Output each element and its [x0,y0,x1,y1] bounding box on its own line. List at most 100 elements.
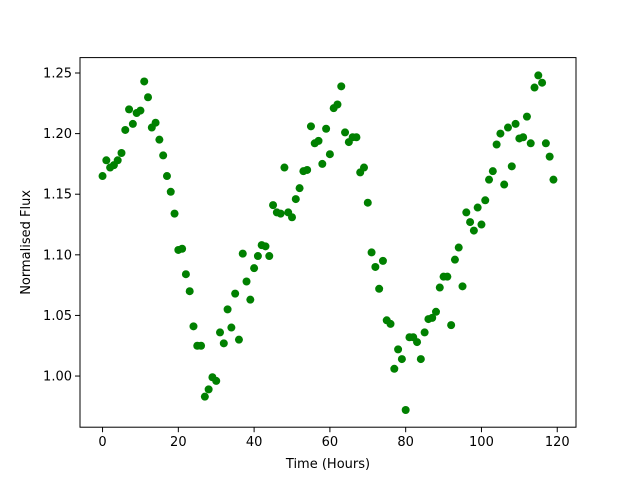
data-point [431,307,440,316]
data-point [253,252,262,261]
data-point [466,218,475,227]
data-point [204,385,213,394]
data-point [189,322,198,331]
data-point [102,156,111,165]
data-point [212,376,221,385]
data-point [140,77,149,86]
data-point [223,305,232,314]
data-point [265,252,274,261]
data-point [397,355,406,364]
data-point [246,295,255,304]
x-tick-label: 0 [98,435,106,450]
data-point [98,172,107,181]
data-point [306,122,315,131]
data-point [238,249,247,258]
data-point [166,187,175,196]
x-tick-label: 100 [469,435,494,450]
data-point [291,195,300,204]
data-point [413,338,422,347]
data-point [522,112,531,121]
data-point [276,209,285,218]
data-point [136,106,145,115]
data-point [420,328,429,337]
data-point [477,220,486,229]
data-point [485,175,494,184]
x-tick-label: 120 [545,435,570,450]
data-point [250,264,259,273]
data-point [155,135,164,144]
data-point [113,156,122,165]
data-point [197,341,206,350]
data-point [117,149,126,158]
y-tick-label: 1.15 [43,188,72,203]
data-point [375,284,384,293]
data-point [454,243,463,252]
data-point [488,167,497,176]
y-tick-label: 1.25 [43,66,72,81]
data-point [170,209,179,218]
data-point [511,119,520,128]
y-axis-label: Normalised Flux [19,190,34,295]
data-point [227,323,236,332]
data-point [261,242,270,251]
data-point [125,105,134,114]
data-point [234,335,243,344]
data-point [269,201,278,210]
data-point [280,163,289,172]
data-point [181,270,190,279]
data-point [367,248,376,257]
data-point [322,124,331,133]
data-point [450,255,459,264]
data-point [128,119,137,128]
data-point [538,78,547,87]
data-point [507,162,516,171]
data-point [435,283,444,292]
x-tick-label: 40 [246,435,263,450]
data-point [162,172,171,181]
x-tick-label: 80 [397,435,414,450]
x-tick-label: 20 [170,435,187,450]
data-point [178,244,187,253]
data-point [541,139,550,148]
data-point [219,339,228,348]
data-point [325,150,334,159]
data-point [469,226,478,235]
data-point [185,287,194,296]
data-point [401,405,410,414]
plot-frame [79,57,577,428]
data-point [526,139,535,148]
data-point [443,272,452,281]
data-point [151,118,160,127]
data-point [530,83,539,92]
data-point [481,196,490,205]
data-point [295,184,304,193]
data-point [386,319,395,328]
data-point [242,277,251,286]
data-point [333,100,342,109]
data-point [500,180,509,189]
data-point [394,345,403,354]
y-tick-label: 1.20 [43,127,72,142]
data-point [231,289,240,298]
y-tick-label: 1.00 [43,370,72,385]
data-point [473,203,482,212]
data-point [545,152,554,161]
data-point [447,321,456,330]
data-point [371,262,380,271]
data-point [200,392,209,401]
data-point [337,82,346,91]
data-point [121,125,130,134]
data-point [378,256,387,265]
data-point [144,93,153,102]
data-point [462,208,471,217]
data-point [288,213,297,222]
data-point [549,175,558,184]
x-axis-label: Time (Hours) [285,457,370,472]
y-tick-label: 1.05 [43,309,72,324]
data-point [390,364,399,373]
data-point [416,355,425,364]
data-point [458,282,467,291]
data-point [352,133,361,142]
data-point [314,136,323,145]
